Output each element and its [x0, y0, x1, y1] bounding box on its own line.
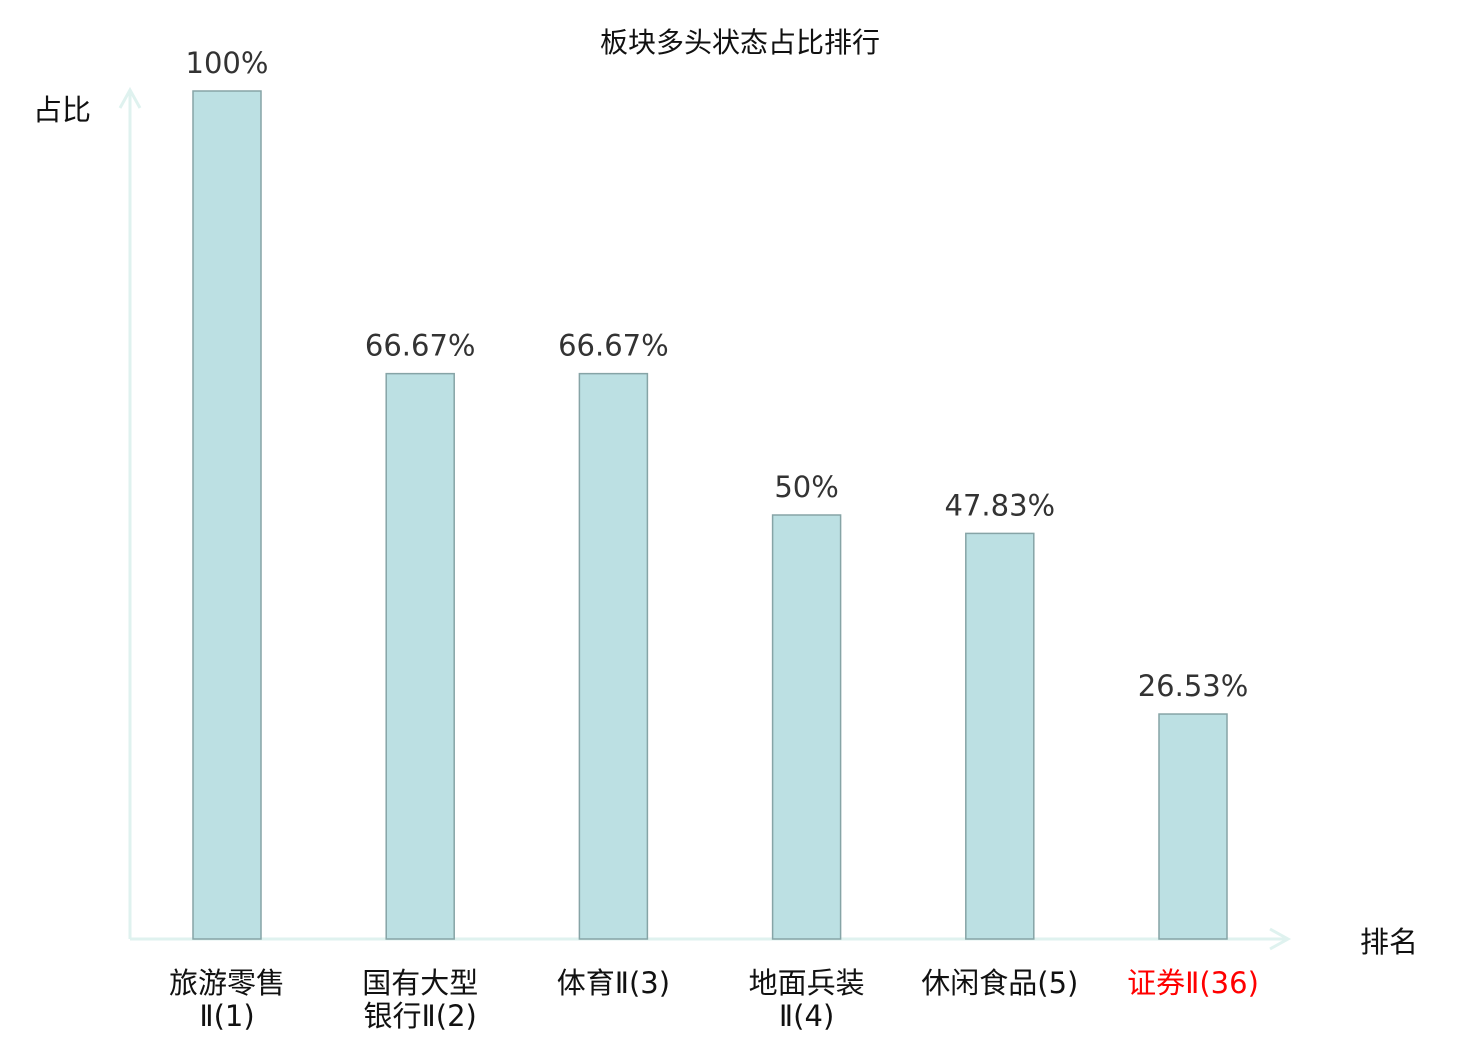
bar — [385, 372, 455, 940]
y-axis-label: 占比 — [33, 93, 91, 127]
data-label: 50% — [774, 470, 838, 504]
x-tick-label: 证券Ⅱ(36) — [1127, 966, 1259, 1000]
data-label: 100% — [186, 46, 269, 80]
x-axis-arrow-icon — [1269, 927, 1292, 951]
bar — [965, 532, 1035, 940]
x-axis-label: 排名 — [1360, 925, 1418, 959]
x-tick-label: Ⅱ(4) — [779, 999, 834, 1033]
data-label: 47.83% — [945, 488, 1056, 522]
bar — [1158, 713, 1228, 940]
x-tick-label: Ⅱ(1) — [199, 999, 254, 1033]
x-tick-label: 旅游零售 — [169, 966, 285, 1000]
chart-title: 板块多头状态占比排行 — [600, 26, 880, 59]
bar — [192, 90, 262, 940]
axes — [118, 86, 1292, 951]
data-label: 66.67% — [365, 329, 476, 363]
x-tick-label: 体育Ⅱ(3) — [557, 966, 670, 1000]
x-tick-label: 地面兵装 — [749, 966, 865, 1000]
bar — [578, 372, 649, 940]
x-tick-label: 国有大型 — [362, 966, 478, 1000]
x-tick-label: 休闲食品(5) — [921, 966, 1078, 1000]
data-label: 26.53% — [1138, 669, 1249, 703]
bar — [771, 514, 842, 940]
x-tick-label: 银行Ⅱ(2) — [364, 999, 477, 1033]
data-label: 66.67% — [558, 329, 669, 363]
y-axis-arrow-icon — [118, 86, 142, 109]
